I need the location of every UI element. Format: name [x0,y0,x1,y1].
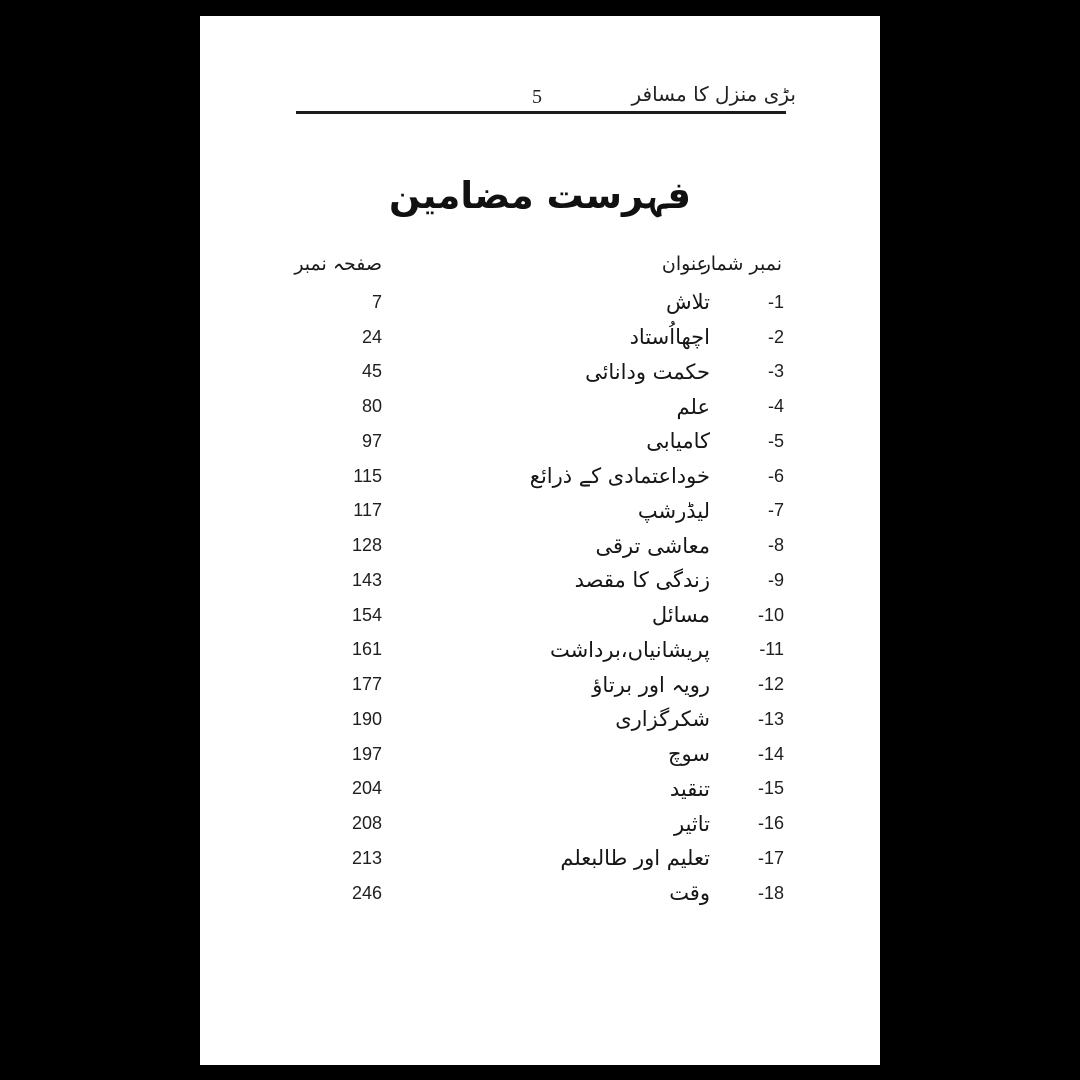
row-chapter-title: معاشی ترقی [595,533,710,558]
row-chapter-title: شکرگزاری [615,707,710,732]
row-serial-number: -11 [759,639,784,660]
column-header-page-number: صفحہ نمبر [294,252,382,275]
table-row: 208 تاثیر -16 [296,806,784,841]
row-page-number: 154 [351,604,382,625]
table-row: 190 شکرگزاری -13 [296,702,784,737]
row-chapter-title: زندگی کا مقصد [574,568,710,593]
row-serial-number: -5 [767,430,784,451]
row-page-number: 115 [353,465,382,486]
row-chapter-title: تلاش [665,290,710,315]
row-chapter-title: کامیابی [646,429,710,454]
table-row: 45 حکمت ودانائی -3 [296,355,784,390]
row-serial-number: -1 [767,291,784,312]
table-row: 97 کامیابی -5 [296,424,784,459]
table-row: 204 تنقید -15 [296,772,784,807]
row-chapter-title: اچھااُستاد [629,325,710,350]
row-page-number: 204 [351,778,382,799]
table-row: 161 پریشانیاں،برداشت -11 [296,633,784,668]
toc-table: صفحہ نمبر عنوان نمبر شمار 7 تلاش -1 24 ا… [294,245,784,911]
row-serial-number: -16 [757,813,784,834]
table-row: 177 رویہ اور برتاؤ -12 [296,667,784,702]
row-chapter-title: مسائل [651,603,710,628]
row-page-number: 213 [351,847,382,868]
book-page: بڑی منزل کا مسافر 5 فہرست مضامین صفحہ نم… [200,16,880,1065]
row-chapter-title: خوداعتمادی کے ذرائع [529,464,710,489]
row-serial-number: -15 [757,778,784,799]
table-row: 143 زندگی کا مقصد -9 [296,563,784,598]
row-page-number: 128 [351,535,382,556]
row-serial-number: -12 [757,674,784,695]
row-page-number: 208 [351,813,382,834]
toc-title: فہرست مضامین [389,174,691,217]
row-page-number: 161 [351,639,382,660]
toc-rows: 7 تلاش -1 24 اچھااُستاد -2 45 حکمت ودانا… [296,285,784,911]
row-chapter-title: رویہ اور برتاؤ [592,672,710,697]
running-header-book-title: بڑی منزل کا مسافر [631,82,796,106]
toc-header-row: صفحہ نمبر عنوان نمبر شمار [294,245,784,282]
row-chapter-title: علم [676,394,710,419]
running-header-page-number: 5 [532,86,542,108]
row-serial-number: -17 [757,847,784,868]
table-row: 115 خوداعتمادی کے ذرائع -6 [296,459,784,494]
header-rule [296,111,786,114]
row-chapter-title: حکمت ودانائی [585,359,710,384]
table-row: 154 مسائل -10 [296,598,784,633]
row-serial-number: -10 [757,604,784,625]
table-row: 246 وقت -18 [296,876,784,911]
row-page-number: 197 [351,743,382,764]
row-chapter-title: تاثیر [673,811,710,836]
row-page-number: 80 [361,396,382,417]
table-row: 197 سوچ -14 [296,737,784,772]
row-page-number: 24 [361,326,382,347]
row-serial-number: -8 [767,535,784,556]
row-chapter-title: تعلیم اور طالبعلم [560,846,710,871]
table-row: 24 اچھااُستاد -2 [296,320,784,355]
row-serial-number: -4 [767,396,784,417]
table-row: 117 لیڈرشپ -7 [296,494,784,529]
row-serial-number: -2 [767,326,784,347]
row-page-number: 97 [361,430,382,451]
table-row: 80 علم -4 [296,389,784,424]
row-chapter-title: پریشانیاں،برداشت [549,637,710,662]
column-header-chapter-title: عنوان [661,252,708,275]
row-chapter-title: وقت [669,881,710,906]
row-page-number: 45 [361,361,382,382]
row-serial-number: -18 [757,882,784,903]
row-serial-number: -6 [767,465,784,486]
row-page-number: 143 [351,569,382,590]
row-page-number: 117 [353,500,382,521]
row-serial-number: -3 [767,361,784,382]
row-page-number: 177 [351,674,382,695]
row-serial-number: -9 [767,569,784,590]
row-serial-number: -7 [767,500,784,521]
row-page-number: 7 [371,291,382,312]
row-chapter-title: سوچ [668,742,710,767]
row-page-number: 246 [351,882,382,903]
row-page-number: 190 [351,708,382,729]
table-row: 128 معاشی ترقی -8 [296,528,784,563]
row-chapter-title: لیڈرشپ [637,498,710,523]
row-serial-number: -14 [757,743,784,764]
row-serial-number: -13 [757,708,784,729]
row-chapter-title: تنقید [669,776,710,801]
table-row: 213 تعلیم اور طالبعلم -17 [296,841,784,876]
table-row: 7 تلاش -1 [296,285,784,320]
column-header-serial-number: نمبر شمار [701,252,782,275]
